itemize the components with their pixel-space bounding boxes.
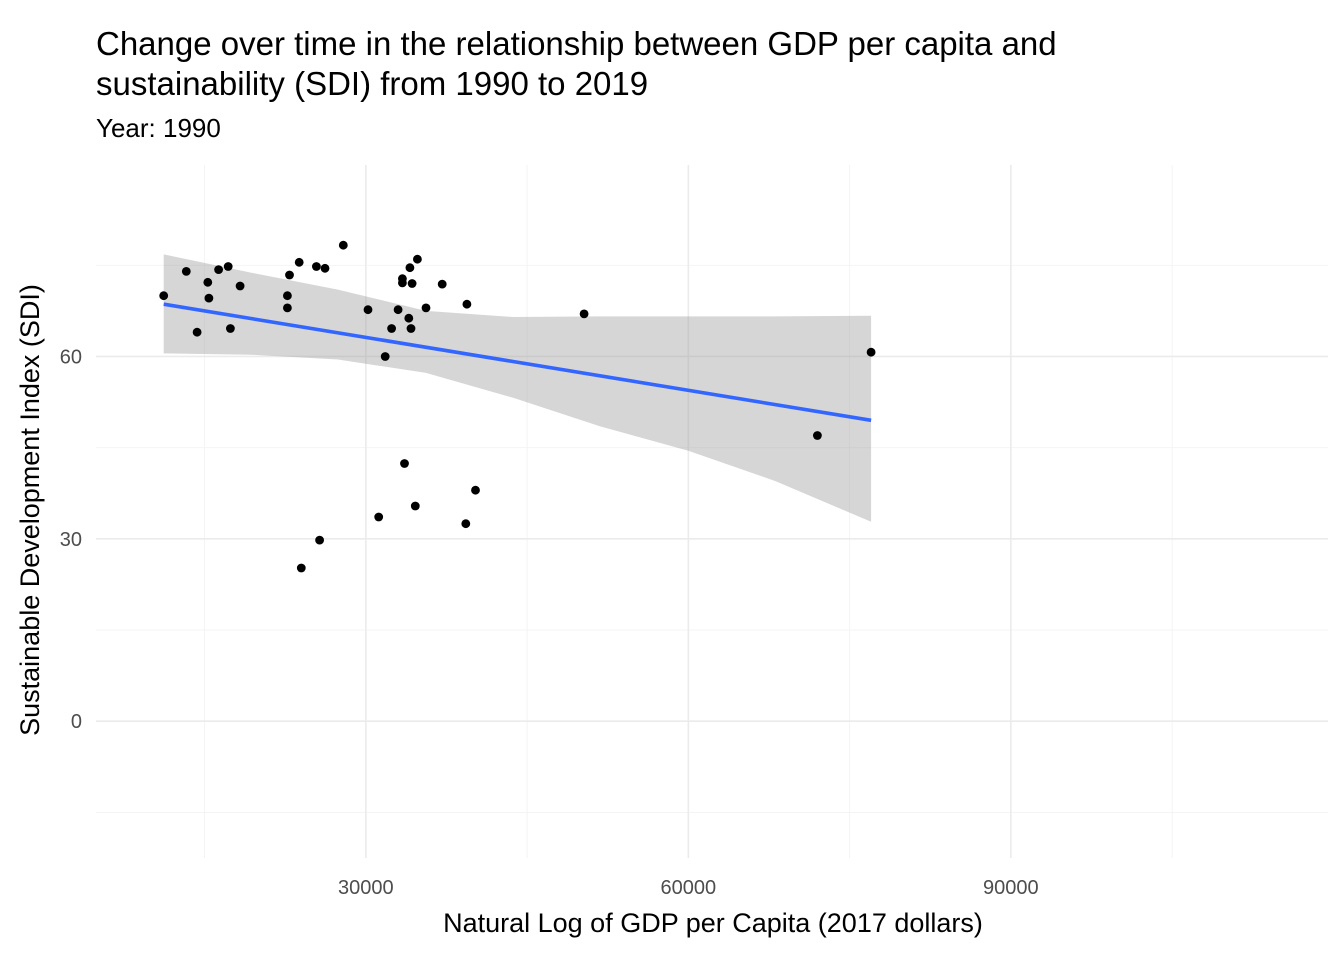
data-point <box>406 324 416 333</box>
data-point <box>866 347 876 357</box>
data-point <box>285 270 294 280</box>
data-point <box>461 519 471 529</box>
x-tick-label: 90000 <box>983 877 1039 899</box>
x-axis-title: Natural Log of GDP per Capita (2017 doll… <box>443 908 983 938</box>
data-point <box>296 563 306 573</box>
confidence-band-group <box>163 254 872 522</box>
data-point <box>226 324 235 333</box>
data-point <box>813 431 822 440</box>
data-point <box>410 501 420 511</box>
data-point <box>404 313 414 323</box>
data-point <box>407 279 417 288</box>
data-points <box>159 240 876 573</box>
data-point <box>471 485 480 495</box>
data-point <box>400 459 409 468</box>
data-point <box>338 240 348 250</box>
data-point <box>235 281 245 291</box>
data-point <box>283 303 292 313</box>
y-tick-label: 0 <box>71 711 82 733</box>
data-point <box>363 305 373 315</box>
chart-subtitle: Year: 1990 <box>96 113 221 143</box>
data-point <box>214 265 224 274</box>
data-point <box>203 277 213 287</box>
trend-line-group <box>163 302 872 423</box>
data-point <box>192 327 202 337</box>
chart-title-line-1: Change over time in the relationship bet… <box>96 25 1057 62</box>
data-point <box>204 293 214 303</box>
data-point <box>462 299 472 309</box>
data-point <box>181 267 191 276</box>
data-point <box>398 278 407 288</box>
chart-title-line-2: sustainability (SDI) from 1990 to 2019 <box>96 65 648 102</box>
confidence-band <box>163 254 872 522</box>
data-point <box>223 262 233 271</box>
trend-line <box>163 302 872 423</box>
data-point <box>294 257 304 267</box>
data-point <box>405 263 415 273</box>
x-tick-label: 30000 <box>338 877 394 899</box>
x-tick-label: 60000 <box>661 877 717 899</box>
data-point <box>579 309 589 319</box>
data-point <box>374 512 384 522</box>
y-tick-label: 30 <box>60 529 82 551</box>
data-point <box>315 535 324 545</box>
data-point <box>387 324 396 333</box>
y-axis-title: Sustainable Development Index (SDI) <box>15 284 45 736</box>
data-point <box>380 352 390 361</box>
data-point <box>421 303 431 313</box>
y-tick-label: 60 <box>60 346 82 368</box>
data-point <box>393 305 403 315</box>
grid <box>96 165 1328 858</box>
x-axis-ticks: 30000 60000 90000 <box>338 877 1039 899</box>
data-point <box>159 291 169 301</box>
data-point <box>437 279 447 289</box>
y-axis-ticks: 0 30 60 <box>60 346 82 733</box>
data-point <box>320 263 330 273</box>
data-point <box>312 262 321 271</box>
data-point <box>413 254 422 264</box>
data-point <box>283 291 292 301</box>
